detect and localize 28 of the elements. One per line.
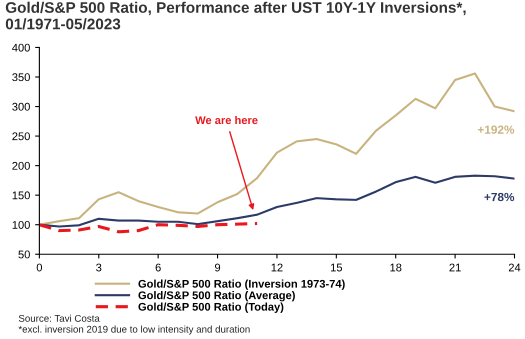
annotation: +78%	[484, 192, 514, 202]
x-tick-label: 18	[390, 264, 402, 272]
source-note: Source: Tavi Costa	[18, 314, 100, 322]
chart-title: Gold/S&P 500 Ratio, Performance after UST 10Y-1Y Inversions*, 01/1971-05/2023	[6, 2, 466, 30]
line-series	[39, 222, 259, 234]
x-tick-label: 21	[449, 264, 461, 272]
x-tick-label: 6	[156, 264, 161, 272]
y-tick-label: 150	[12, 191, 30, 200]
x-tick-label: 24	[508, 264, 520, 272]
x-tick-label: 3	[96, 264, 102, 272]
y-tick-label: 350	[12, 73, 30, 82]
text: *excl. inversion 2019 due to low intensity and duration	[18, 326, 250, 335]
x-tick-label: 9	[214, 264, 220, 272]
x-tick-label: 0	[36, 264, 42, 272]
x-tick-label: 15	[330, 264, 342, 272]
annotation: +192%	[478, 125, 514, 134]
legend-label: Gold/S&P 500 Ratio (Average)	[138, 291, 295, 302]
annotation: We are here	[195, 116, 258, 124]
legend-label: Gold/S&P 500 Ratio (Today)	[138, 302, 284, 313]
y-tick-label: 300	[12, 102, 30, 111]
x-tick-label: 12	[272, 264, 283, 272]
y-tick-label: 100	[12, 220, 30, 229]
y-tick-label: 400	[12, 44, 30, 52]
y-tick-label: 250	[12, 132, 30, 140]
line-series	[39, 72, 514, 226]
y-tick-label: 200	[12, 162, 30, 170]
legend-label: Gold/S&P 500 Ratio (Inversion 1973-74)	[138, 280, 345, 290]
y-tick-label: 50	[18, 250, 30, 258]
